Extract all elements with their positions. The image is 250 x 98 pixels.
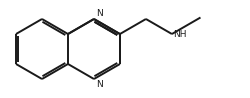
Text: N: N	[96, 80, 103, 89]
Text: NH: NH	[173, 29, 186, 39]
Text: N: N	[96, 9, 103, 18]
